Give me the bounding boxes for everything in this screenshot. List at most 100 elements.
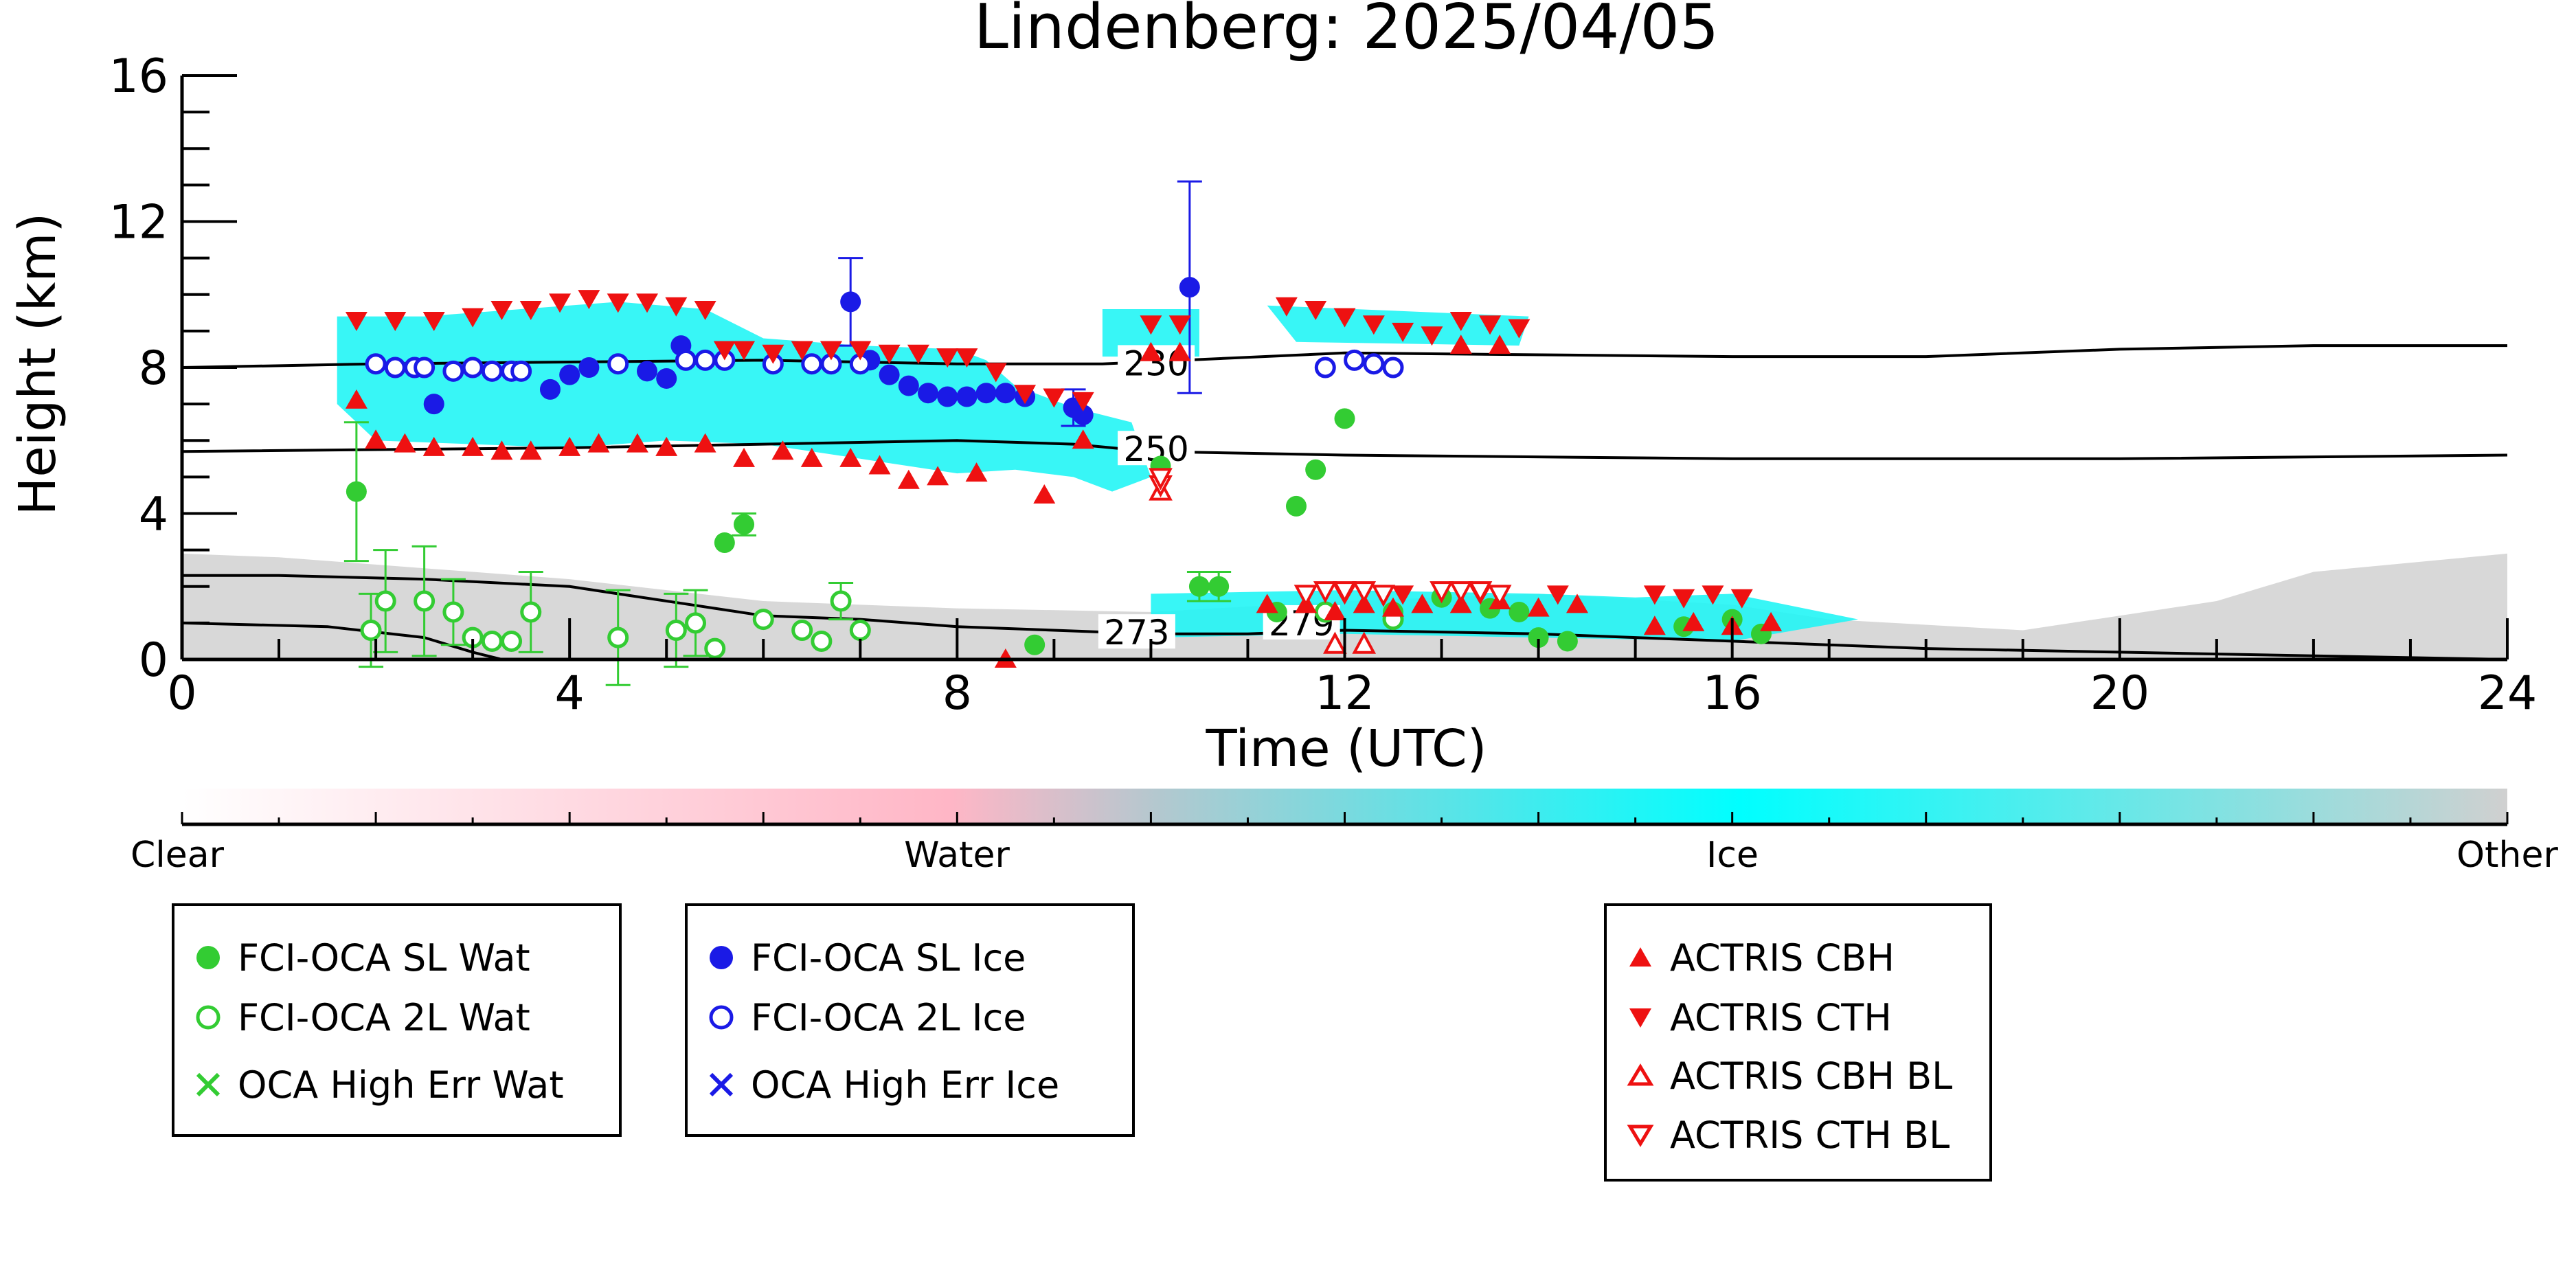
data-point [1673, 589, 1695, 609]
data-point [655, 436, 678, 456]
filled-circle-icon [196, 946, 220, 969]
data-point [694, 433, 716, 453]
data-point [1566, 594, 1588, 613]
data-point [1411, 594, 1434, 613]
series-fci-oca-2l-ice [365, 349, 1404, 382]
data-point [510, 360, 532, 382]
data-point [549, 293, 572, 313]
data-point [656, 368, 677, 389]
data-point [1072, 429, 1094, 449]
data-point [374, 590, 396, 612]
data-point [1643, 585, 1666, 605]
data-point [423, 394, 444, 415]
data-point [1702, 585, 1724, 605]
series-actris-cth-bl [1149, 468, 1512, 607]
data-point [1363, 353, 1385, 375]
data-point [626, 433, 648, 453]
data-point [1528, 627, 1549, 648]
data-point [879, 364, 900, 385]
data-point [849, 341, 872, 361]
x-axis-label: Time (UTC) [1205, 719, 1487, 778]
legend-label: FCI-OCA SL Ice [751, 936, 1026, 980]
y-tick-label: 4 [139, 488, 168, 542]
open-up-triangle-icon [1627, 1063, 1654, 1086]
legend-label: FCI-OCA SL Wat [238, 936, 530, 980]
legend-ice: FCI-OCA SL Ice FCI-OCA 2L Ice OCA High E… [685, 903, 1135, 1137]
x-mark-icon [709, 1072, 734, 1097]
legend-label: ACTRIS CBH [1670, 936, 1895, 980]
data-point [1382, 597, 1405, 617]
data-point [1643, 615, 1666, 635]
data-point [442, 360, 464, 382]
data-point [346, 481, 367, 502]
legend-label: FCI-OCA 2L Wat [238, 995, 530, 1039]
data-point [752, 609, 774, 631]
legend-label: FCI-OCA 2L Ice [751, 995, 1026, 1039]
data-point [1293, 585, 1318, 607]
data-point [384, 311, 407, 331]
data-point [1140, 315, 1162, 335]
data-point [1760, 611, 1783, 631]
data-point [1382, 357, 1404, 379]
data-point [1352, 631, 1377, 654]
open-down-triangle-icon [1627, 1125, 1654, 1147]
x-tick-label: 20 [2090, 666, 2150, 721]
data-point [1682, 611, 1705, 631]
legend-label: ACTRIS CTH BL [1670, 1113, 1950, 1157]
data-point [1508, 319, 1530, 339]
data-point [918, 383, 939, 404]
contour-label: 273 [1104, 613, 1169, 653]
data-point [956, 348, 978, 368]
data-point [1208, 576, 1230, 597]
data-point [1313, 581, 1337, 604]
contour-line [181, 344, 2507, 369]
data-point [675, 349, 697, 371]
data-point [637, 361, 657, 382]
data-point [839, 447, 862, 467]
data-point [665, 620, 687, 641]
data-point [462, 357, 484, 379]
y-tick-label: 16 [109, 49, 168, 104]
data-point [1371, 585, 1396, 607]
colorbar-label-ice: Ice [1706, 835, 1759, 876]
data-point [1285, 495, 1307, 517]
x-tick-label: 8 [942, 666, 972, 721]
data-point [1305, 459, 1326, 480]
data-point [607, 293, 629, 313]
data-point [365, 353, 387, 375]
up-triangle-icon [1629, 947, 1651, 967]
data-point [868, 455, 891, 475]
legend-label: OCA High Err Ice [751, 1063, 1060, 1107]
legend-label: ACTRIS CTH [1670, 995, 1892, 1039]
open-circle-icon [709, 1005, 734, 1030]
data-point [384, 357, 406, 379]
data-point [345, 311, 368, 331]
data-point [811, 630, 833, 652]
colorbar-label-other: Other [2456, 835, 2558, 876]
data-point [558, 436, 581, 456]
data-point [1449, 311, 1472, 331]
data-point [1323, 631, 1347, 654]
data-point [984, 363, 1007, 383]
data-point [607, 626, 629, 648]
data-point [1275, 297, 1298, 317]
data-point [1362, 315, 1385, 335]
y-axis-label: Height (km) [8, 213, 67, 516]
legend-item-cbh-bl: ACTRIS CBH BL [1607, 1052, 1952, 1100]
legend-item-cth: ACTRIS CTH [1607, 993, 1892, 1041]
legend-label: ACTRIS CBH BL [1670, 1054, 1953, 1098]
data-point [559, 364, 580, 385]
series-fci-oca-sl-ice [423, 180, 1202, 427]
data-point [1188, 576, 1210, 597]
data-point [1314, 357, 1336, 379]
data-point [1256, 594, 1278, 613]
data-point [1546, 585, 1569, 605]
x-tick-label: 0 [167, 666, 196, 721]
data-point [1043, 388, 1065, 408]
data-point [481, 630, 503, 652]
data-point [791, 341, 813, 361]
legend-water: FCI-OCA SL Wat FCI-OCA 2L Wat OCA High E… [172, 903, 622, 1137]
data-point [1072, 392, 1094, 411]
data-point [771, 440, 794, 460]
